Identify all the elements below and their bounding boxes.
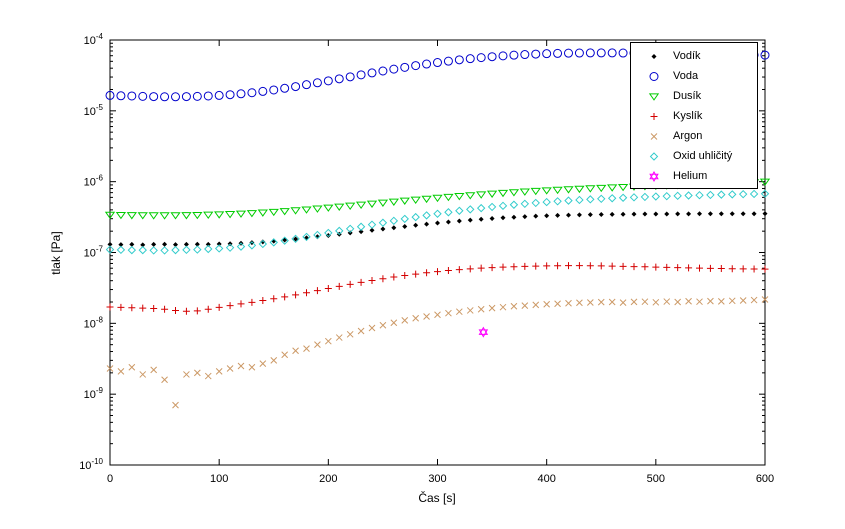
legend-item-kyslik: Kyslík xyxy=(631,106,757,126)
series-argon xyxy=(106,296,769,409)
x-tick-label: 200 xyxy=(319,473,337,485)
y-tick-label: 10-5 xyxy=(84,103,104,118)
y-tick-label: 10-8 xyxy=(84,315,104,330)
legend-label-oxid-uhlicity: Oxid uhličitý xyxy=(673,150,733,162)
x-axis-label: Čas [s] xyxy=(418,490,455,505)
legend-marker-icon-dusik xyxy=(648,92,660,101)
series-kyslik xyxy=(106,262,769,315)
legend-item-vodik: Vodík xyxy=(631,46,757,66)
legend: Vodík Voda Dusík Kyslík Argon Oxid uhličitý He… xyxy=(630,42,758,189)
y-tick-label: 10-9 xyxy=(84,386,104,401)
x-tick-label: 0 xyxy=(107,473,113,485)
legend-item-helium: Helium xyxy=(631,166,757,186)
legend-label-helium: Helium xyxy=(673,170,708,182)
series-oxid-uhlicity xyxy=(105,189,770,255)
legend-label-vodik: Vodík xyxy=(673,50,701,62)
x-tick-label: 300 xyxy=(428,473,446,485)
legend-label-kyslik: Kyslík xyxy=(673,110,703,122)
x-tick-label: 400 xyxy=(537,473,555,485)
y-tick-label: 10-6 xyxy=(84,174,104,189)
legend-marker-icon-argon xyxy=(650,132,658,140)
y-tick-label: 10-10 xyxy=(79,457,103,472)
y-axis-label: tlak [Pa] xyxy=(49,231,63,274)
legend-label-dusik: Dusík xyxy=(673,90,702,102)
series-helium xyxy=(478,326,489,338)
x-tick-label: 600 xyxy=(756,473,774,485)
legend-marker-icon-voda xyxy=(649,71,659,81)
legend-marker-icon-vodik xyxy=(651,53,657,59)
legend-item-dusik: Dusík xyxy=(631,86,757,106)
y-tick-label: 10-4 xyxy=(84,32,104,47)
legend-label-voda: Voda xyxy=(673,70,699,82)
legend-item-oxid-uhlicity: Oxid uhličitý xyxy=(631,146,757,166)
legend-label-argon: Argon xyxy=(673,130,703,142)
x-tick-label: 500 xyxy=(647,473,665,485)
legend-marker-icon-helium xyxy=(649,170,659,182)
legend-marker-icon-oxid-uhlicity xyxy=(649,151,659,161)
y-tick-label: 10-7 xyxy=(84,245,104,260)
legend-item-voda: Voda xyxy=(631,66,757,86)
legend-marker-icon-kyslik xyxy=(650,112,658,120)
legend-item-argon: Argon xyxy=(631,126,757,146)
x-tick-label: 100 xyxy=(210,473,228,485)
